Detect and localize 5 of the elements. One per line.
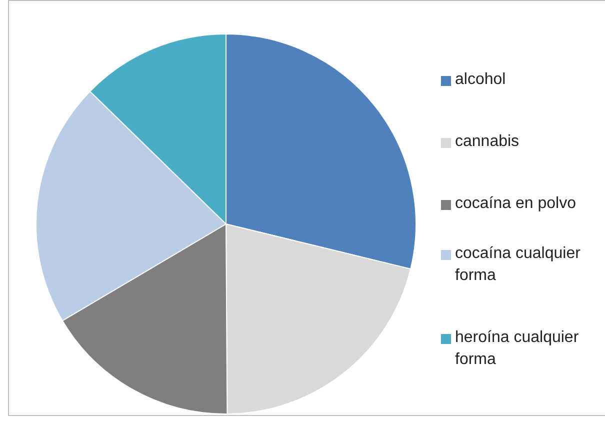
legend-label: cocaína cualquier forma bbox=[455, 244, 582, 286]
legend-label: cocaína en polvo bbox=[455, 194, 577, 214]
legend-label: cannabis bbox=[455, 132, 520, 152]
legend-label: alcohol bbox=[455, 70, 507, 90]
legend-label: heroína cualquier forma bbox=[455, 328, 580, 370]
